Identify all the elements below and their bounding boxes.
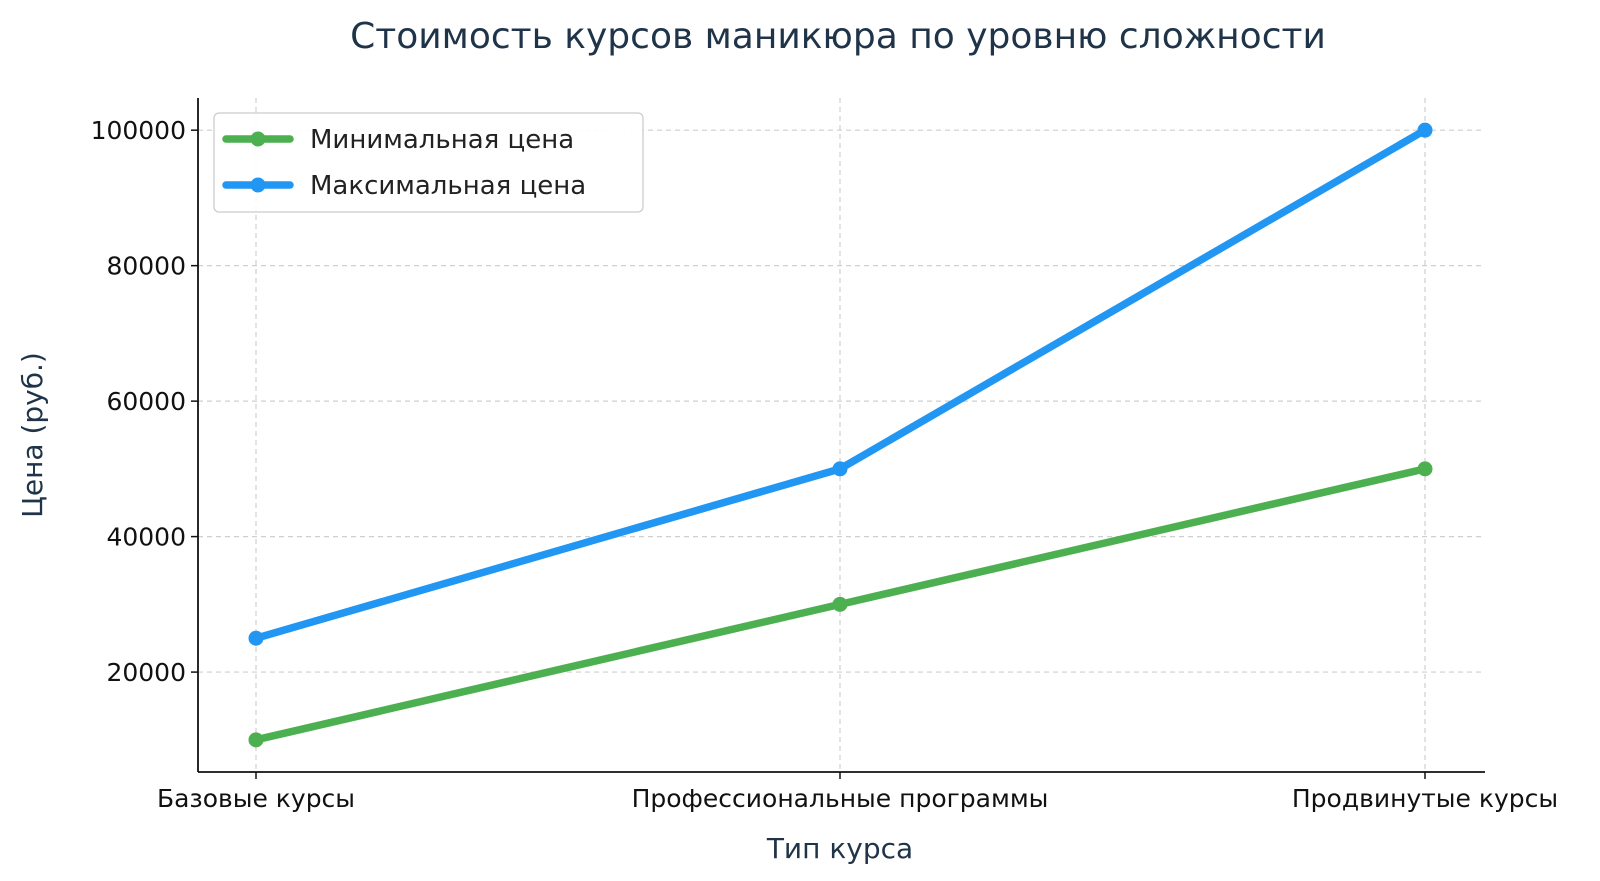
y-tick-label: 60000 bbox=[106, 387, 186, 416]
legend-label: Максимальная цена bbox=[310, 171, 586, 201]
x-tick-label: Базовые курсы bbox=[157, 784, 355, 813]
data-point bbox=[1417, 461, 1433, 477]
y-tick-label: 100000 bbox=[91, 116, 186, 145]
axes bbox=[197, 98, 1485, 773]
x-tick-label: Продвинутые курсы bbox=[1292, 784, 1558, 813]
chart-title: Стоимость курсов маникюра по уровню слож… bbox=[350, 16, 1326, 57]
ticks: 20000 40000 60000 80000 100000 Базовые курсы П… bbox=[91, 116, 1559, 813]
grid bbox=[198, 98, 1485, 772]
series bbox=[248, 122, 1433, 748]
legend-marker bbox=[250, 131, 266, 147]
x-axis-label: Тип курса bbox=[766, 832, 913, 865]
x-tick-label: Профессиональные программы bbox=[632, 784, 1049, 813]
y-tick-label: 40000 bbox=[106, 523, 186, 552]
data-point bbox=[832, 596, 848, 612]
legend-label: Минимальная цена bbox=[310, 125, 574, 155]
data-point bbox=[1417, 122, 1433, 138]
legend: Минимальная цена Максимальная цена bbox=[213, 112, 644, 213]
y-tick-label: 80000 bbox=[106, 252, 186, 281]
y-tick-label: 20000 bbox=[106, 658, 186, 687]
legend-marker bbox=[250, 177, 266, 193]
data-point bbox=[832, 461, 848, 477]
data-point bbox=[248, 732, 264, 748]
legend-box bbox=[213, 112, 644, 213]
y-axis-label: Цена (руб.) bbox=[16, 352, 49, 518]
data-point bbox=[248, 630, 264, 646]
